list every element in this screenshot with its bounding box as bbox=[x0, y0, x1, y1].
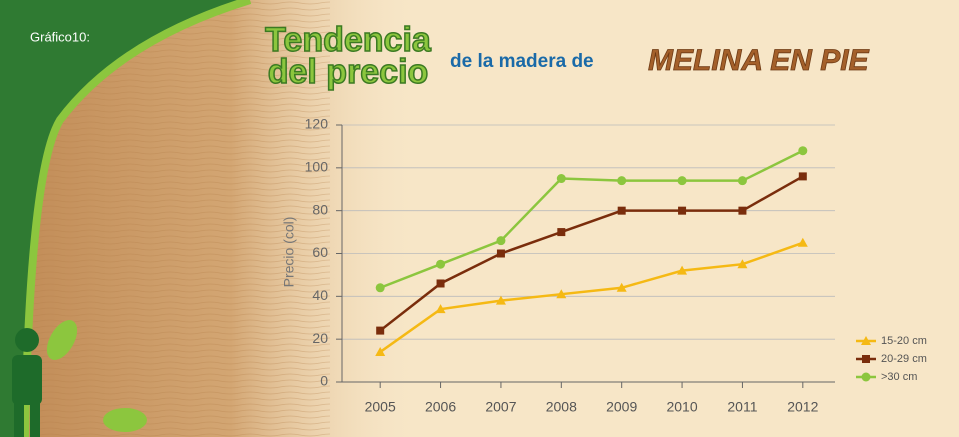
y-tick-label: 120 bbox=[305, 116, 329, 132]
point bbox=[618, 207, 626, 215]
point bbox=[799, 172, 807, 180]
x-tick-label: 2009 bbox=[606, 399, 637, 415]
figure-label: Gráfico10: bbox=[30, 29, 90, 44]
y-axis-label: Precio (col) bbox=[281, 217, 297, 288]
point bbox=[798, 146, 807, 155]
legend-label: >30 cm bbox=[881, 371, 917, 383]
y-tick-label: 40 bbox=[312, 287, 328, 303]
point bbox=[376, 327, 384, 335]
x-tick-label: 2006 bbox=[425, 399, 456, 415]
point bbox=[557, 174, 566, 183]
plant-icon bbox=[103, 408, 147, 432]
legend-marker bbox=[862, 373, 871, 382]
point bbox=[678, 207, 686, 215]
x-tick-label: 2005 bbox=[365, 399, 396, 415]
point bbox=[557, 228, 565, 236]
point bbox=[436, 260, 445, 269]
point bbox=[738, 176, 747, 185]
x-tick-label: 2007 bbox=[485, 399, 516, 415]
y-tick-label: 80 bbox=[312, 201, 328, 217]
point bbox=[376, 283, 385, 292]
point bbox=[437, 279, 445, 287]
point bbox=[497, 250, 505, 258]
point bbox=[617, 176, 626, 185]
title-line: del precio bbox=[268, 53, 429, 91]
subtitle: de la madera de bbox=[450, 51, 594, 72]
y-tick-label: 0 bbox=[320, 373, 328, 389]
point bbox=[496, 236, 505, 245]
x-tick-label: 2008 bbox=[546, 399, 577, 415]
y-tick-label: 100 bbox=[305, 159, 329, 175]
x-tick-label: 2011 bbox=[727, 399, 757, 415]
x-tick-label: 2010 bbox=[666, 399, 697, 415]
point bbox=[738, 207, 746, 215]
title-highlight: MELINA EN PIE bbox=[648, 44, 870, 77]
chart: Gráfico10: Tendencia del precio de la ma… bbox=[0, 0, 959, 437]
y-tick-label: 20 bbox=[312, 330, 328, 346]
legend-label: 20-29 cm bbox=[881, 353, 927, 365]
point bbox=[678, 176, 687, 185]
legend-marker bbox=[862, 355, 870, 363]
y-tick-label: 60 bbox=[312, 244, 328, 260]
legend-label: 15-20 cm bbox=[881, 335, 927, 347]
x-tick-label: 2012 bbox=[787, 399, 818, 415]
